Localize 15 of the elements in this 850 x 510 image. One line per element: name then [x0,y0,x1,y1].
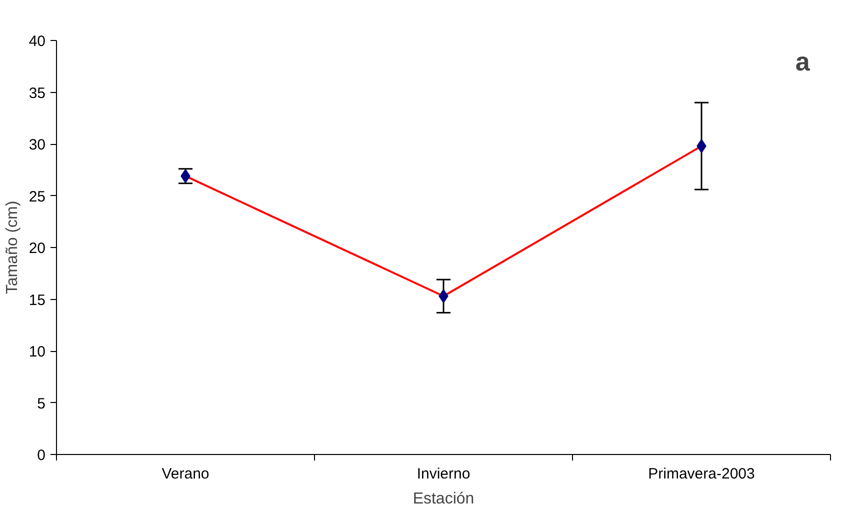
y-axis-title: Tamaño (cm) [4,200,21,294]
y-tick-label: 25 [28,188,46,206]
y-tick-label: 30 [28,136,46,154]
y-tick-label: 0 [37,447,46,464]
y-tick-label: 5 [37,395,46,412]
x-tick-label: Invierno [416,466,470,482]
y-tick-label: 10 [28,344,46,360]
y-tick-label: 35 [28,84,46,102]
x-axis-title: Estación [412,490,474,508]
y-tick-label: 40 [28,33,46,50]
y-tick-label: 20 [28,240,46,257]
x-tick-label: Primavera-2003 [648,466,755,482]
annotation: a [795,46,810,76]
y-tick-label: 15 [28,292,46,309]
x-tick-label: Verano [162,466,210,482]
